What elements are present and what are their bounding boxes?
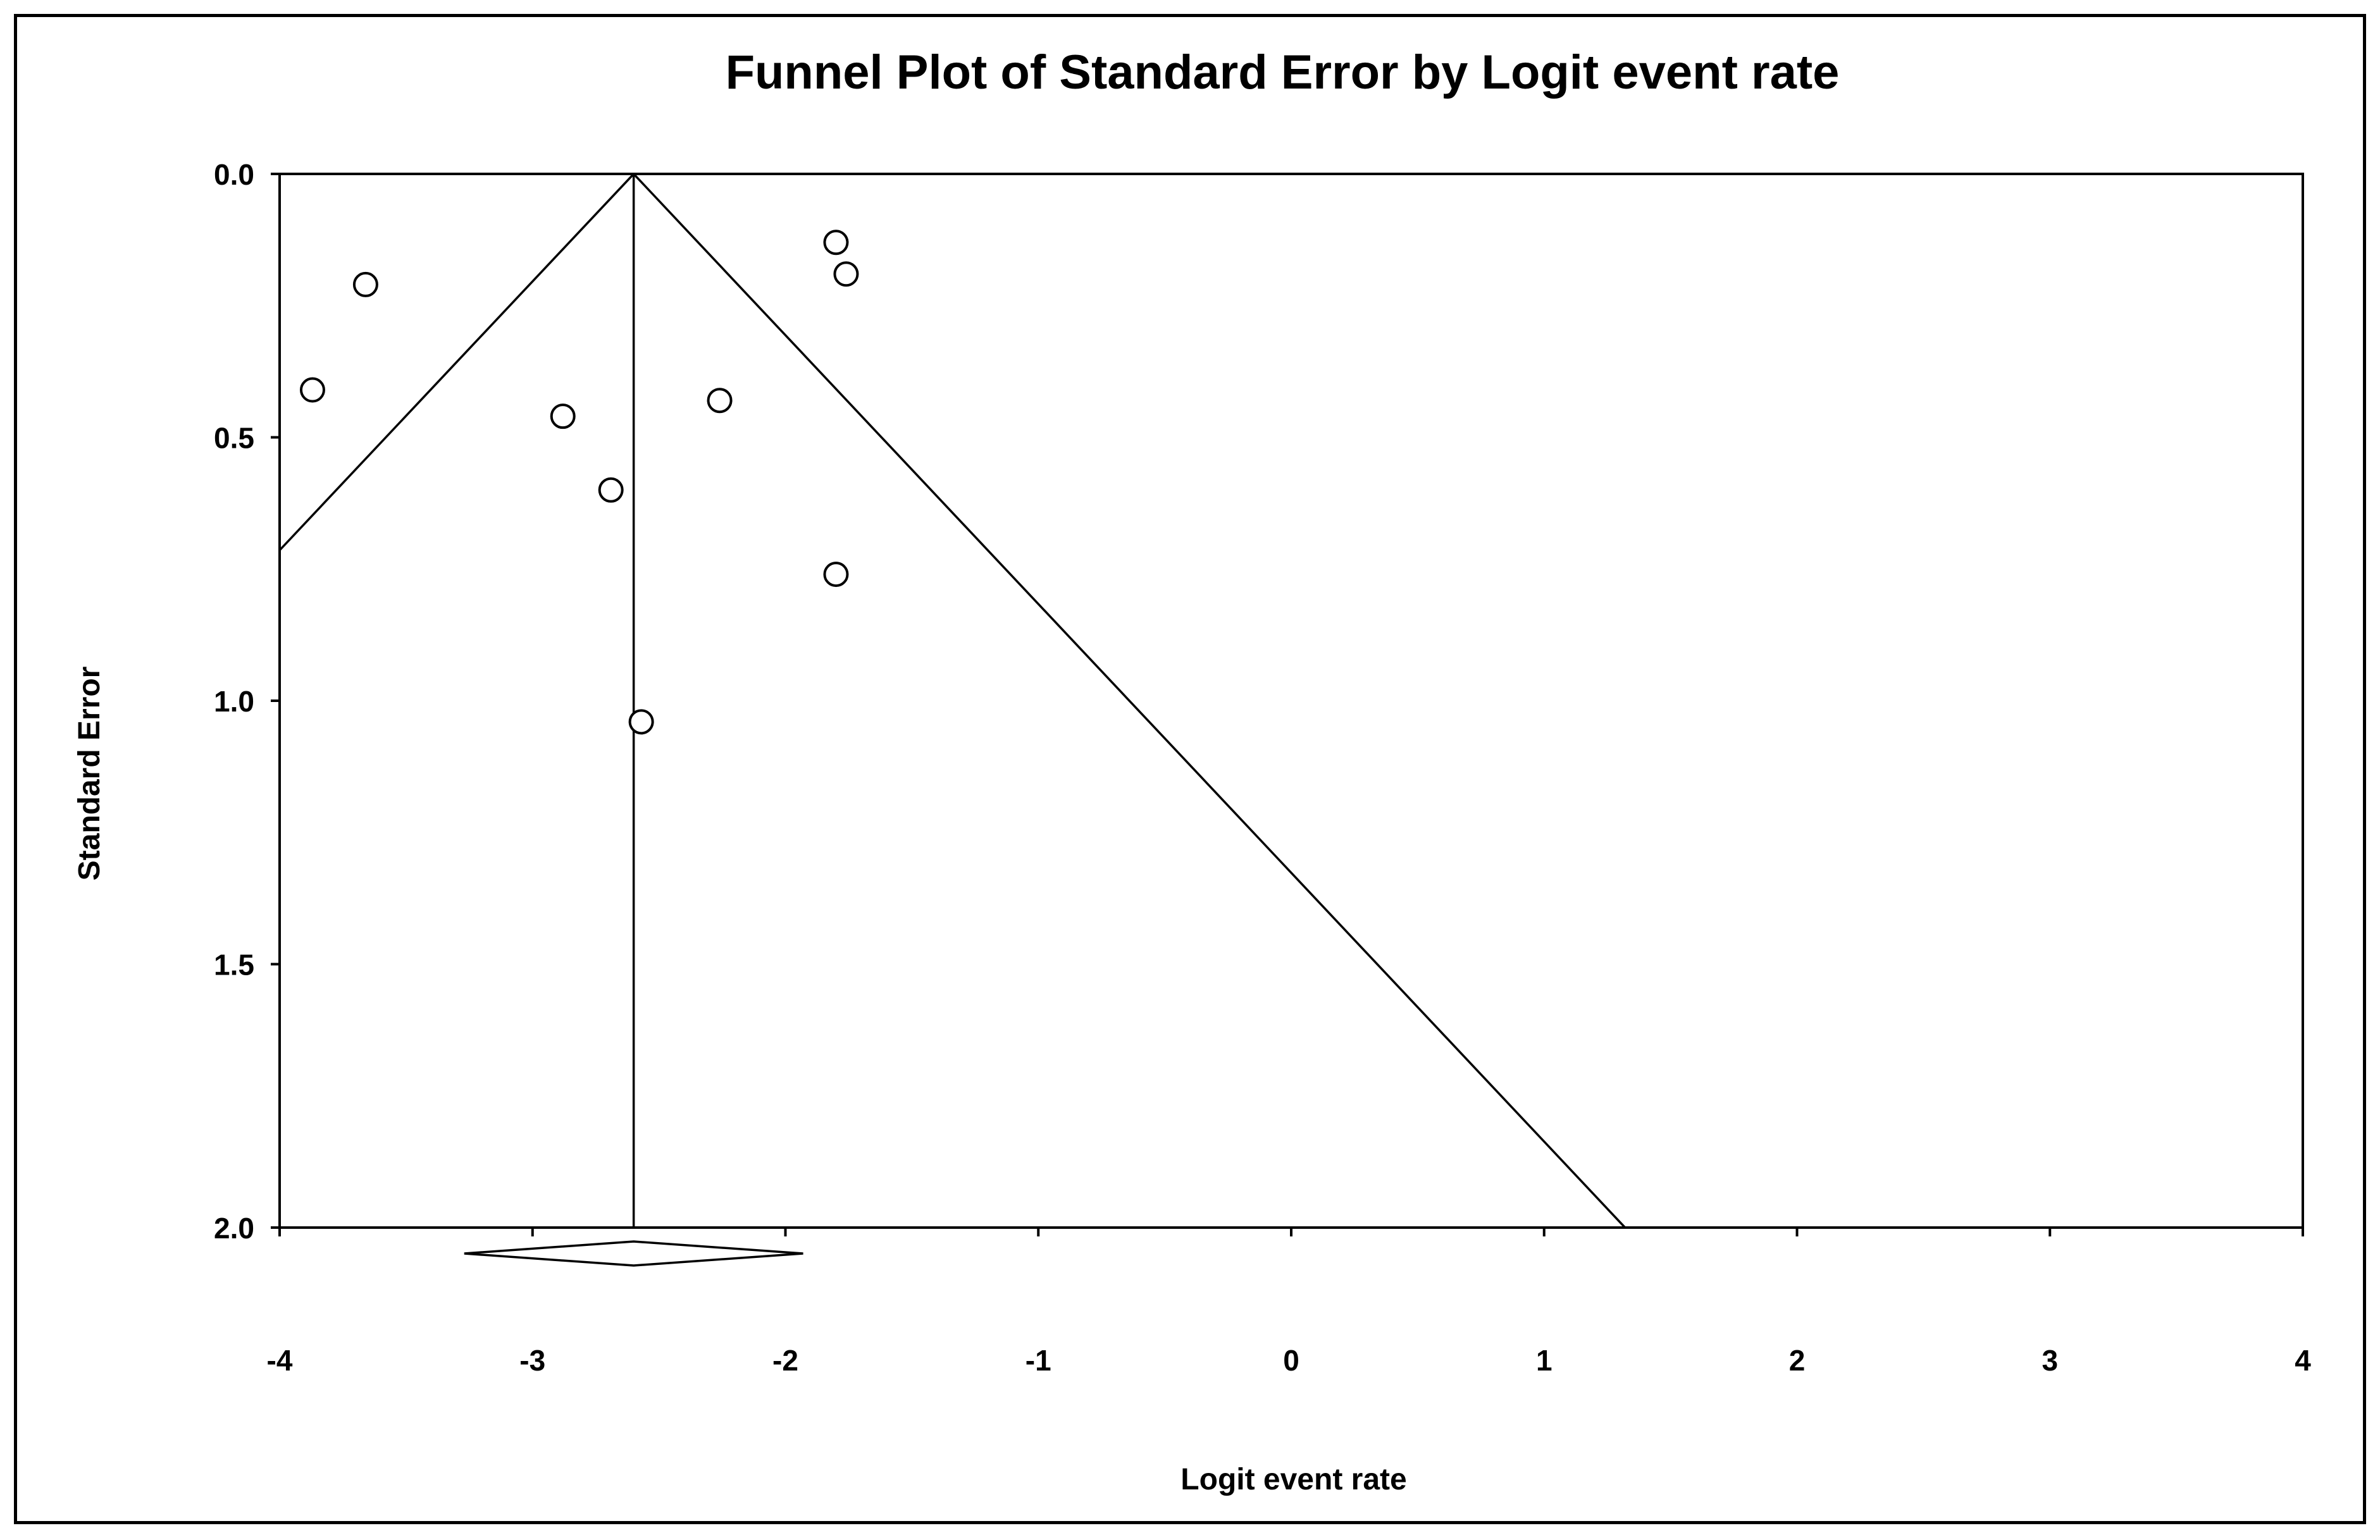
y-tick-label: 2.0	[214, 1212, 254, 1245]
study-point	[299, 377, 325, 403]
study-point	[823, 230, 849, 256]
funnel-left-limit	[280, 174, 635, 552]
x-tick-label: 3	[2042, 1344, 2058, 1377]
funnel-plot-figure: Funnel Plot of Standard Error by Logit e…	[14, 14, 2366, 1524]
x-tick-label: 2	[1789, 1344, 1806, 1377]
funnel-right-limit	[633, 174, 1626, 1228]
x-tick-label: -2	[772, 1344, 798, 1377]
x-tick-label: 4	[2295, 1344, 2311, 1377]
x-tick-label: 1	[1536, 1344, 1553, 1377]
study-point	[598, 477, 624, 503]
y-axis-label: Standard Error	[73, 667, 106, 881]
study-point	[352, 271, 378, 297]
y-tick-label: 1.5	[214, 949, 254, 982]
x-tick-label: 0	[1283, 1344, 1299, 1377]
funnel-plot-svg: Funnel Plot of Standard Error by Logit e…	[73, 46, 2311, 1496]
y-tick-label: 0.5	[214, 422, 254, 455]
study-point	[550, 403, 576, 429]
study-point	[707, 388, 733, 414]
study-point	[628, 709, 654, 735]
y-tick-label: 1.0	[214, 685, 254, 718]
x-axis-label: Logit event rate	[1181, 1463, 1406, 1496]
study-point	[823, 562, 849, 588]
plot-frame	[278, 173, 2304, 1229]
x-tick-label: -3	[519, 1344, 545, 1377]
summary-diamond	[464, 1240, 803, 1267]
study-point	[833, 261, 859, 287]
chart-title: Funnel Plot of Standard Error by Logit e…	[726, 46, 1840, 99]
y-tick-label: 0.0	[214, 158, 254, 191]
x-tick-label: -4	[267, 1344, 293, 1377]
x-tick-label: -1	[1026, 1344, 1051, 1377]
